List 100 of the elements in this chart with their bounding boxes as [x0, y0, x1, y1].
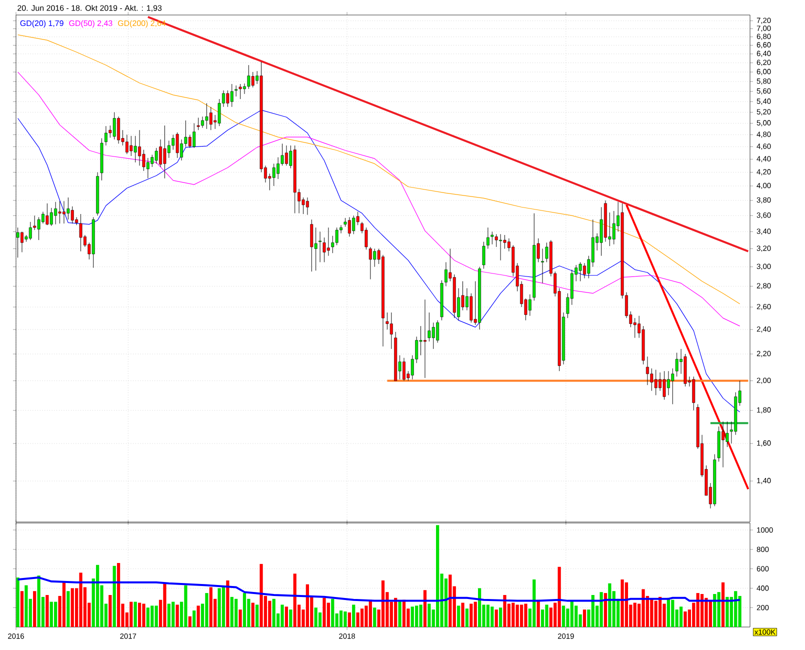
bar — [46, 594, 49, 627]
candlestick — [134, 136, 137, 163]
bar — [24, 585, 28, 627]
bar — [192, 610, 196, 627]
bar — [205, 593, 208, 627]
bar — [642, 589, 645, 627]
bar — [196, 606, 200, 627]
bar — [289, 610, 292, 627]
bar — [457, 606, 460, 627]
bar — [146, 608, 150, 627]
bar — [96, 564, 100, 627]
bar — [188, 616, 192, 627]
candlestick — [352, 215, 356, 234]
candlestick — [692, 376, 696, 411]
bar — [251, 602, 254, 627]
candlestick — [373, 248, 376, 268]
candlestick — [578, 262, 582, 282]
candlestick — [230, 84, 234, 108]
bar — [116, 562, 120, 627]
bar — [666, 598, 670, 627]
bar — [322, 598, 326, 627]
candlestick — [490, 231, 494, 245]
bar — [242, 593, 246, 627]
line-series — [18, 72, 740, 326]
candlestick — [650, 368, 654, 392]
candlestick — [314, 227, 318, 271]
bar — [717, 592, 720, 627]
candlestick — [28, 222, 32, 240]
candlestick — [419, 326, 422, 356]
bar — [461, 602, 464, 627]
bar — [726, 596, 729, 627]
candlestick — [612, 210, 616, 245]
candlestick — [726, 421, 729, 448]
bar — [470, 604, 473, 627]
candlestick — [654, 370, 658, 396]
bar — [503, 594, 506, 627]
bar — [620, 579, 624, 627]
bar — [558, 566, 561, 627]
bar — [306, 584, 310, 627]
bar — [108, 594, 112, 627]
bar — [713, 594, 716, 627]
bar — [172, 602, 175, 627]
bar — [54, 602, 58, 627]
candlestick — [70, 206, 74, 224]
bar — [436, 525, 440, 627]
candlestick — [205, 102, 208, 130]
bar — [478, 588, 482, 627]
bar — [356, 612, 360, 627]
bar — [658, 596, 662, 627]
candlestick — [600, 206, 603, 256]
candlestick — [142, 150, 146, 172]
bar — [112, 566, 116, 627]
bar — [272, 598, 276, 627]
bar — [226, 580, 230, 627]
bar — [339, 610, 343, 627]
candlestick — [633, 318, 636, 338]
bar — [184, 585, 188, 627]
bar — [700, 594, 704, 627]
candlestick — [176, 132, 179, 158]
bar — [465, 608, 469, 627]
candlestick — [310, 219, 314, 272]
candlestick — [326, 227, 330, 256]
candlestick — [172, 134, 175, 150]
bar — [66, 591, 70, 627]
bar — [218, 588, 221, 627]
candlestick — [335, 227, 338, 246]
bar — [284, 606, 288, 627]
bar — [352, 604, 356, 627]
bar — [591, 594, 594, 627]
bar — [314, 608, 318, 627]
bar — [708, 600, 712, 627]
bar — [671, 600, 674, 627]
candlestick — [247, 64, 250, 90]
candlestick — [209, 106, 212, 130]
bar — [524, 604, 528, 627]
candlestick — [58, 200, 62, 224]
bar — [474, 602, 477, 627]
bar — [604, 593, 608, 627]
bar — [428, 604, 431, 627]
bar — [721, 582, 725, 627]
line-series — [18, 110, 740, 412]
bar — [423, 590, 427, 627]
candlestick — [46, 203, 49, 226]
candlestick — [432, 322, 435, 350]
candlestick — [163, 125, 166, 179]
bar — [33, 591, 36, 627]
bar — [154, 606, 158, 627]
bar — [79, 572, 82, 627]
bar — [348, 612, 351, 627]
bar — [209, 587, 212, 627]
bar — [130, 602, 133, 627]
candlestick — [226, 90, 230, 108]
bar — [448, 574, 452, 627]
bar — [368, 600, 372, 627]
candlestick — [66, 197, 70, 220]
bar — [16, 578, 20, 627]
line-series — [16, 576, 741, 602]
candlestick — [130, 136, 133, 156]
line-series — [18, 34, 740, 304]
bar — [364, 606, 368, 627]
